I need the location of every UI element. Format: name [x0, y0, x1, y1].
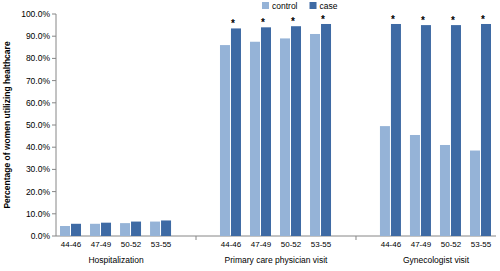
x-tick-label: 50-52 — [441, 240, 462, 249]
bar — [481, 24, 491, 236]
bar — [280, 38, 290, 236]
group-label: Hospitalization — [88, 255, 144, 265]
bar — [131, 222, 141, 236]
x-tick-label: 44-46 — [61, 240, 82, 249]
y-tick-label: 80.0% — [26, 53, 51, 63]
bar — [90, 224, 100, 236]
bar — [451, 25, 461, 236]
bar — [470, 151, 480, 236]
x-tick-label: 44-46 — [221, 240, 242, 249]
x-tick-label: 50-52 — [121, 240, 142, 249]
bar — [380, 126, 390, 236]
y-tick-label: 60.0% — [26, 98, 51, 108]
annotation: * — [321, 14, 325, 25]
legend-label: control — [272, 1, 298, 11]
x-tick-label: 53-55 — [311, 240, 332, 249]
x-tick-label: 53-55 — [471, 240, 492, 249]
y-tick-label: 90.0% — [26, 31, 51, 41]
annotation: * — [481, 14, 485, 25]
bar — [310, 34, 320, 236]
x-tick-label: 53-55 — [151, 240, 172, 249]
annotation: * — [291, 16, 295, 27]
bar — [321, 24, 331, 236]
bar — [410, 135, 420, 236]
group-label: Primary care physician visit — [225, 255, 329, 265]
bar — [391, 24, 401, 236]
group-label: Gynecologist visit — [403, 255, 470, 265]
y-tick-label: 10.0% — [26, 209, 51, 219]
group-separator — [196, 236, 197, 240]
legend-label: case — [320, 1, 338, 11]
x-tick-label: 47-49 — [411, 240, 432, 249]
bar — [291, 26, 301, 236]
y-axis — [56, 14, 57, 236]
legend: control case — [262, 1, 338, 11]
bars — [60, 24, 491, 236]
bar — [231, 28, 241, 236]
legend-swatch — [262, 2, 269, 9]
x-tick-label: 47-49 — [91, 240, 112, 249]
group-separator — [355, 236, 356, 240]
chart: 0.0% 10.0% 20.0% 30.0% 40.0% 50.0% 60.0% 70.0% 8… — [0, 0, 500, 271]
y-tick — [52, 169, 56, 170]
y-tick-label: 0.0% — [31, 231, 51, 241]
y-axis-label: Percentage of women utilizing healthcare — [2, 41, 12, 208]
y-tick — [52, 36, 56, 37]
bar — [120, 223, 130, 236]
y-tick-label: 40.0% — [26, 142, 51, 152]
annotation: * — [421, 15, 425, 26]
y-tick — [52, 236, 56, 237]
bar — [60, 226, 70, 236]
annotation: * — [451, 15, 455, 26]
x-tick-label: 44-46 — [381, 240, 402, 249]
y-tick — [52, 147, 56, 148]
bar — [150, 222, 160, 236]
bar — [161, 220, 171, 236]
bar — [421, 25, 431, 236]
y-tick — [52, 102, 56, 103]
y-tick-label: 50.0% — [26, 120, 51, 130]
annotation: * — [391, 14, 395, 25]
y-tick-label: 100.0% — [21, 9, 50, 19]
bar — [440, 145, 450, 236]
bar — [220, 45, 230, 236]
bar — [101, 223, 111, 236]
bar — [71, 224, 81, 236]
annotation: * — [231, 18, 235, 29]
y-tick — [52, 213, 56, 214]
bar — [250, 42, 260, 236]
y-tick — [52, 80, 56, 81]
annotation: * — [261, 17, 265, 28]
x-tick-label: 47-49 — [251, 240, 272, 249]
y-tick-label: 20.0% — [26, 187, 51, 197]
y-tick — [52, 191, 56, 192]
x-tick-label: 50-52 — [281, 240, 302, 249]
y-tick-label: 30.0% — [26, 164, 51, 174]
bar — [261, 27, 271, 236]
legend-swatch — [310, 2, 317, 9]
y-tick — [52, 14, 56, 15]
y-tick — [52, 58, 56, 59]
y-tick-label: 70.0% — [26, 76, 51, 86]
y-tick — [52, 125, 56, 126]
